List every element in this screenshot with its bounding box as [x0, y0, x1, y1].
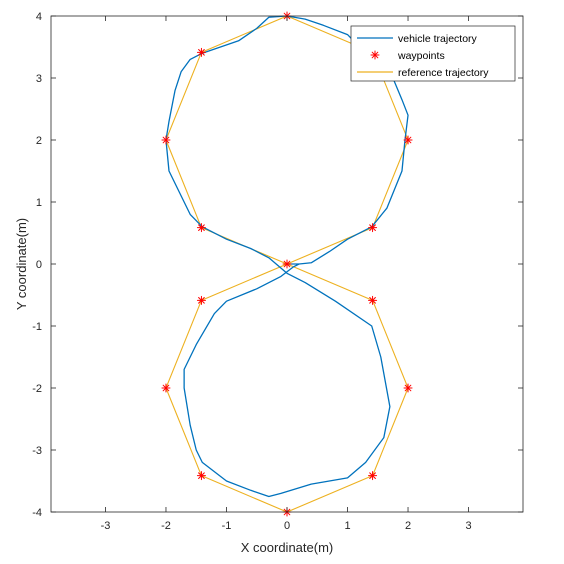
- y-tick-label: -1: [32, 321, 42, 333]
- x-tick-label: 0: [284, 520, 290, 532]
- waypoint-marker: [196, 223, 206, 233]
- waypoint-marker: [368, 471, 378, 481]
- x-tick-label: 1: [344, 520, 350, 532]
- y-tick-label: -2: [32, 383, 42, 395]
- waypoint-marker: [161, 383, 171, 393]
- x-tick-label: 3: [465, 520, 471, 532]
- plot-frame: [50, 15, 524, 513]
- y-tick-label: 2: [36, 135, 42, 147]
- waypoint-marker: [196, 471, 206, 481]
- y-tick-label: -4: [32, 507, 42, 519]
- legend-swatch-waypoints: [370, 50, 380, 60]
- y-axis-label: Y coordinate(m): [14, 218, 29, 310]
- y-tick-label: 0: [36, 259, 42, 271]
- x-axis-label: X coordinate(m): [241, 540, 333, 555]
- x-tick-label: -1: [222, 520, 232, 532]
- waypoint-marker: [196, 47, 206, 57]
- legend-label-vehicle-trajectory: vehicle trajectory: [398, 33, 478, 45]
- waypoint-marker: [368, 295, 378, 305]
- waypoint-marker: [403, 383, 413, 393]
- waypoint-marker: [368, 223, 378, 233]
- legend: vehicle trajectory waypoints reference tra…: [350, 25, 516, 82]
- waypoint-marker: [161, 135, 171, 145]
- axes-layer: -3 -2 -1 0 1 2 3 -4 -3 -2 -1 0 1 2 3 4: [32, 11, 523, 532]
- y-tick-label: 1: [36, 197, 42, 209]
- y-tick-label: 3: [36, 73, 42, 85]
- vehicle-trajectory-line: [165, 15, 409, 498]
- x-tick-label: 2: [405, 520, 411, 532]
- waypoint-marker: [196, 295, 206, 305]
- waypoint-marker: [282, 259, 292, 269]
- legend-label-waypoints: waypoints: [397, 50, 445, 62]
- y-tick-label: 4: [36, 11, 42, 23]
- y-tick-label: -3: [32, 445, 42, 457]
- x-tick-label: -2: [161, 520, 171, 532]
- x-tick-label: -3: [101, 520, 111, 532]
- legend-label-reference-trajectory: reference trajectory: [398, 67, 489, 79]
- waypoint-marker: [403, 135, 413, 145]
